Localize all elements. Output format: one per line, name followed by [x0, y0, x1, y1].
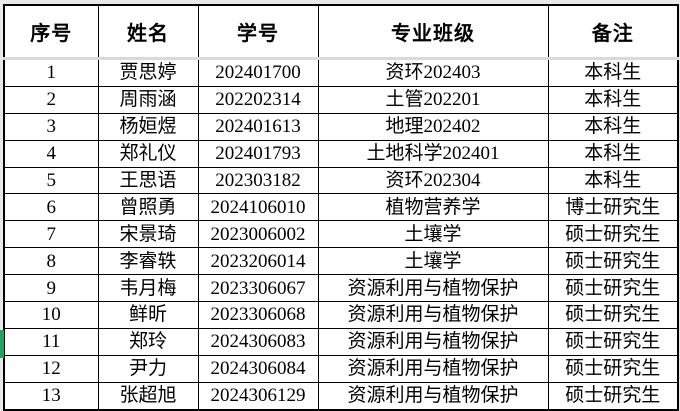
cell-remark[interactable]: 本科生 — [547, 58, 679, 87]
cell-name[interactable]: 王思语 — [97, 166, 199, 195]
cell-student-id[interactable]: 2024306084 — [197, 354, 319, 383]
cell-index[interactable]: 1 — [3, 58, 99, 87]
table-row: 10 鲜昕 2023306068 资源利用与植物保护 硕士研究生 — [3, 301, 679, 329]
table-row: 13 张超旭 2024306129 资源利用与植物保护 硕士研究生 — [3, 381, 679, 411]
cell-major-class[interactable]: 土地科学202401 — [317, 139, 549, 168]
student-table: 序号 姓名 学号 专业班级 备注 1 贾思婷 202401700 资环202403 本科生 2 周雨… — [3, 4, 679, 411]
cell-student-id[interactable]: 2023306067 — [197, 274, 319, 303]
cell-index[interactable]: 5 — [3, 166, 99, 195]
cell-index[interactable]: 6 — [3, 193, 99, 222]
cell-major-class[interactable]: 资源利用与植物保护 — [317, 301, 549, 329]
cell-student-id[interactable]: 202401700 — [197, 58, 319, 87]
column-header-name[interactable]: 姓名 — [97, 4, 199, 60]
cell-name[interactable]: 尹力 — [97, 354, 199, 383]
cell-remark[interactable]: 本科生 — [547, 85, 679, 114]
cell-student-id[interactable]: 202303182 — [197, 166, 319, 195]
cell-name[interactable]: 张超旭 — [97, 381, 199, 411]
table-row: 3 杨姮煜 202401613 地理202402 本科生 — [3, 112, 679, 141]
cell-student-id[interactable]: 2023306068 — [197, 301, 319, 329]
cell-name[interactable]: 郑礼仪 — [97, 139, 199, 168]
cell-name[interactable]: 宋景琦 — [97, 220, 199, 249]
column-header-student-id[interactable]: 学号 — [197, 4, 319, 60]
cell-student-id[interactable]: 202401613 — [197, 112, 319, 141]
cell-major-class[interactable]: 资环202304 — [317, 166, 549, 195]
cell-student-id[interactable]: 2024106010 — [197, 193, 319, 222]
cell-remark[interactable]: 硕士研究生 — [547, 354, 679, 383]
table-row: 5 王思语 202303182 资环202304 本科生 — [3, 166, 679, 195]
cell-major-class[interactable]: 地理202402 — [317, 112, 549, 141]
cell-index[interactable]: 4 — [3, 139, 99, 168]
cell-name[interactable]: 周雨涵 — [97, 85, 199, 114]
cell-index[interactable]: 2 — [3, 85, 99, 114]
cell-remark[interactable]: 硕士研究生 — [547, 274, 679, 303]
student-table-container: 序号 姓名 学号 专业班级 备注 1 贾思婷 202401700 资环202403 本科生 2 周雨… — [3, 4, 679, 411]
cell-student-id[interactable]: 2024306129 — [197, 381, 319, 411]
cell-index[interactable]: 10 — [3, 301, 99, 329]
cell-student-id[interactable]: 2023206014 — [197, 247, 319, 276]
cell-index[interactable]: 13 — [3, 381, 99, 411]
cell-remark[interactable]: 硕士研究生 — [547, 327, 679, 356]
table-row: 11 郑玲 2024306083 资源利用与植物保护 硕士研究生 — [3, 327, 679, 356]
table-row: 7 宋景琦 2023006002 土壤学 硕士研究生 — [3, 220, 679, 249]
table-row: 12 尹力 2024306084 资源利用与植物保护 硕士研究生 — [3, 354, 679, 383]
column-header-major-class[interactable]: 专业班级 — [317, 4, 549, 60]
cell-name[interactable]: 鲜昕 — [97, 301, 199, 329]
cell-major-class[interactable]: 资源利用与植物保护 — [317, 381, 549, 411]
column-header-remark[interactable]: 备注 — [547, 4, 679, 60]
cell-index[interactable]: 11 — [3, 327, 99, 356]
cell-name[interactable]: 郑玲 — [97, 327, 199, 356]
cell-major-class[interactable]: 资环202403 — [317, 58, 549, 87]
cell-major-class[interactable]: 资源利用与植物保护 — [317, 327, 549, 356]
cell-index[interactable]: 8 — [3, 247, 99, 276]
cell-student-id[interactable]: 202202314 — [197, 85, 319, 114]
cell-remark[interactable]: 本科生 — [547, 112, 679, 141]
table-row: 6 曾照勇 2024106010 植物营养学 博士研究生 — [3, 193, 679, 222]
cell-remark[interactable]: 硕士研究生 — [547, 247, 679, 276]
cell-major-class[interactable]: 土壤学 — [317, 220, 549, 249]
cell-remark[interactable]: 硕士研究生 — [547, 220, 679, 249]
cell-name[interactable]: 曾照勇 — [97, 193, 199, 222]
cell-index[interactable]: 3 — [3, 112, 99, 141]
cell-name[interactable]: 韦月梅 — [97, 274, 199, 303]
cell-remark[interactable]: 本科生 — [547, 166, 679, 195]
cell-major-class[interactable]: 土管202201 — [317, 85, 549, 114]
cell-major-class[interactable]: 资源利用与植物保护 — [317, 354, 549, 383]
table-row: 8 李睿轶 2023206014 土壤学 硕士研究生 — [3, 247, 679, 276]
cell-remark[interactable]: 硕士研究生 — [547, 301, 679, 329]
cell-index[interactable]: 12 — [3, 354, 99, 383]
cell-major-class[interactable]: 资源利用与植物保护 — [317, 274, 549, 303]
cell-remark[interactable]: 本科生 — [547, 139, 679, 168]
cell-major-class[interactable]: 土壤学 — [317, 247, 549, 276]
table-row: 2 周雨涵 202202314 土管202201 本科生 — [3, 85, 679, 114]
selection-indicator — [0, 330, 4, 358]
cell-major-class[interactable]: 植物营养学 — [317, 193, 549, 222]
cell-name[interactable]: 贾思婷 — [97, 58, 199, 87]
header-row: 序号 姓名 学号 专业班级 备注 — [3, 4, 679, 60]
table-row: 4 郑礼仪 202401793 土地科学202401 本科生 — [3, 139, 679, 168]
cell-student-id[interactable]: 2024306083 — [197, 327, 319, 356]
table-body: 1 贾思婷 202401700 资环202403 本科生 2 周雨涵 202202314 土管2… — [3, 58, 679, 411]
cell-name[interactable]: 杨姮煜 — [97, 112, 199, 141]
cell-remark[interactable]: 硕士研究生 — [547, 381, 679, 411]
cell-remark[interactable]: 博士研究生 — [547, 193, 679, 222]
cell-student-id[interactable]: 2023006002 — [197, 220, 319, 249]
cell-index[interactable]: 7 — [3, 220, 99, 249]
table-row: 1 贾思婷 202401700 资环202403 本科生 — [3, 58, 679, 87]
table-row: 9 韦月梅 2023306067 资源利用与植物保护 硕士研究生 — [3, 274, 679, 303]
column-header-index[interactable]: 序号 — [3, 4, 99, 60]
cell-name[interactable]: 李睿轶 — [97, 247, 199, 276]
cell-index[interactable]: 9 — [3, 274, 99, 303]
cell-student-id[interactable]: 202401793 — [197, 139, 319, 168]
